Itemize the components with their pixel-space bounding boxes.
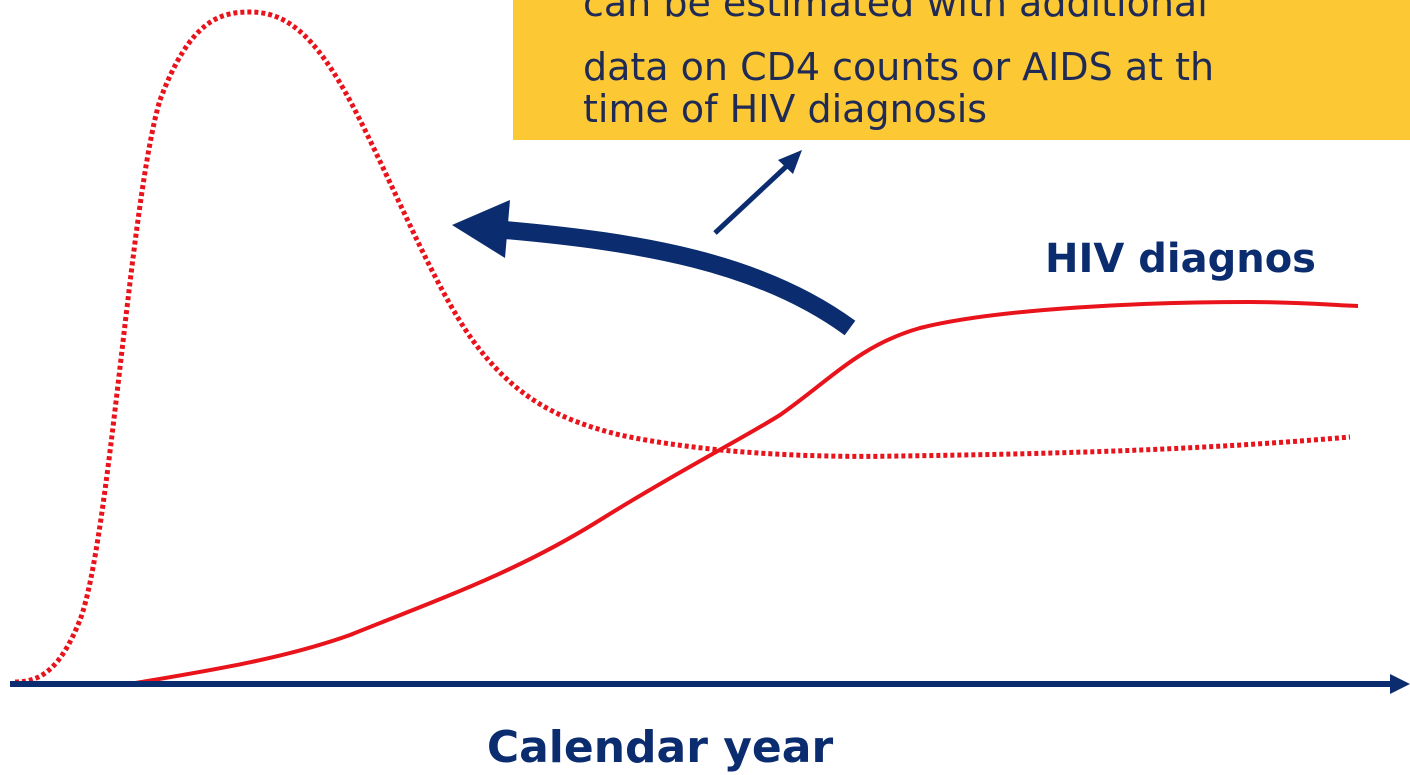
curve-label: HIV diagnos xyxy=(1045,236,1316,282)
note-box xyxy=(513,0,1410,140)
arrow-head xyxy=(778,150,802,174)
infections-curve xyxy=(14,9,1351,685)
note-line: can be estimated with additional xyxy=(583,0,1208,25)
x-axis-label: Calendar year xyxy=(487,722,834,773)
pointer-arrow xyxy=(713,161,792,235)
back-calculation-arrow xyxy=(504,221,856,336)
diagnoses-curve xyxy=(129,299,1359,686)
arrow-head xyxy=(452,200,510,258)
axis-arrow-head xyxy=(1390,674,1410,694)
note-line: time of HIV diagnosis xyxy=(583,87,987,131)
note-line: data on CD4 counts or AIDS at th xyxy=(583,45,1214,89)
